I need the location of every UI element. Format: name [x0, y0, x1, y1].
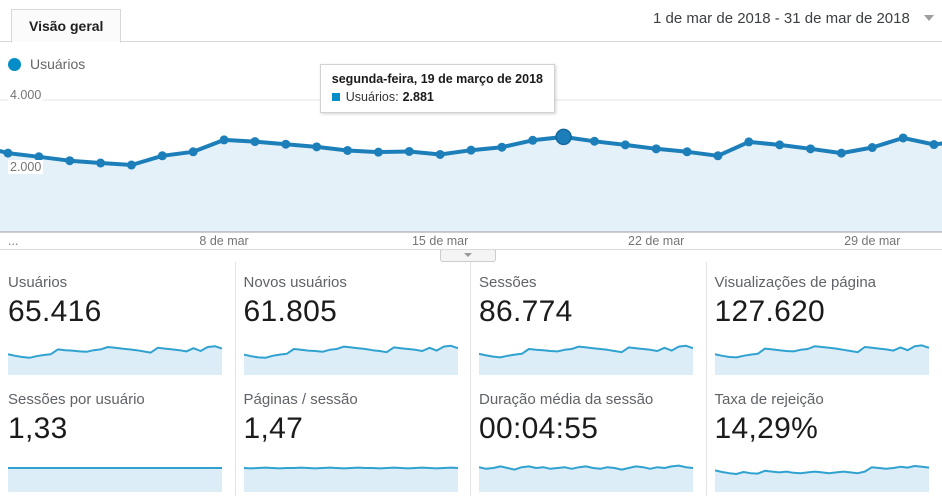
date-range-selector[interactable]: 1 de mar de 2018 - 31 de mar de 2018 — [653, 10, 934, 27]
metric-card-sessoes-por-usuario[interactable]: Sessões por usuário 1,33 — [0, 379, 236, 496]
x-axis-label: 22 de mar — [628, 234, 685, 248]
metric-title: Sessões por usuário — [8, 391, 145, 408]
metric-value: 61.805 — [243, 295, 338, 328]
metric-sparkline — [8, 467, 222, 492]
chevron-down-icon — [464, 253, 472, 257]
metric-sparkline — [479, 344, 693, 375]
tooltip-value: 2.881 — [402, 90, 434, 104]
metric-card-usuarios[interactable]: Usuários 65.416 — [0, 262, 236, 379]
divider — [0, 249, 942, 250]
users-line-chart[interactable] — [0, 76, 942, 249]
metric-title: Sessões — [479, 274, 537, 291]
metric-title: Usuários — [8, 274, 68, 291]
metric-sparkline — [479, 464, 693, 492]
series-dot-icon — [8, 57, 21, 71]
chevron-down-icon — [924, 15, 934, 21]
metric-card-novos-usuarios[interactable]: Novos usuários 61.805 — [236, 262, 471, 379]
x-axis-label: 29 de mar — [844, 234, 901, 248]
x-axis-label: 8 de mar — [199, 234, 249, 248]
metric-value: 1,33 — [8, 412, 68, 445]
y-axis-label-4000: 4.000 — [8, 88, 44, 102]
metric-card-paginas-sessao[interactable]: Páginas / sessão 1,47 — [236, 379, 471, 496]
metric-card-taxa-de-rejeicao[interactable]: Taxa de rejeição 14,29% — [707, 379, 942, 496]
metric-value: 86.774 — [479, 295, 573, 328]
metric-cards-grid: Usuários 65.416 Novos usuários 61.805 Se… — [0, 262, 942, 496]
metric-value: 14,29% — [714, 412, 819, 445]
x-axis-label: 15 de mar — [411, 234, 469, 248]
metric-value: 1,47 — [243, 412, 304, 445]
series-square-icon — [331, 93, 340, 101]
chart-tooltip: segunda-feira, 19 de março de 2018 Usuár… — [319, 64, 555, 113]
metric-title: Visualizações de página — [714, 274, 877, 291]
users-chart-section: Usuários 4.000 2.000 segunda-feira, 19 d… — [0, 42, 942, 262]
metric-value: 00:04:55 — [479, 412, 599, 445]
metric-sparkline — [243, 344, 458, 375]
x-axis-label: ... — [8, 234, 19, 248]
collapse-chart-button[interactable] — [440, 250, 496, 262]
metric-sparkline — [714, 465, 929, 492]
metric-title: Páginas / sessão — [243, 391, 358, 408]
metric-title: Taxa de rejeição — [714, 391, 824, 408]
chart-legend: Usuários — [8, 56, 85, 72]
tab-visao-geral[interactable]: Visão geral — [11, 9, 122, 43]
metric-value: 127.620 — [714, 295, 826, 328]
metric-card-visualizacoes-de-pagina[interactable]: Visualizações de página 127.620 — [707, 262, 942, 379]
metric-sparkline — [243, 466, 458, 492]
tooltip-date: segunda-feira, 19 de março de 2018 — [331, 72, 543, 86]
metric-sparkline — [8, 345, 222, 375]
metric-sparkline — [714, 344, 929, 375]
x-axis-labels: ... 8 de mar 15 de mar 22 de mar 29 de mar — [0, 234, 942, 249]
metric-title: Novos usuários — [243, 274, 347, 291]
tooltip-metric-label: Usuários: — [345, 90, 399, 104]
date-range-label: 1 de mar de 2018 - 31 de mar de 2018 — [652, 10, 910, 27]
metric-card-duracao-media-da-sessao[interactable]: Duração média da sessão 00:04:55 — [471, 379, 707, 496]
legend-label: Usuários — [30, 56, 86, 72]
metric-card-sessoes[interactable]: Sessões 86.774 — [471, 262, 707, 379]
metric-title: Duração média da sessão — [479, 391, 654, 408]
y-axis-label-2000: 2.000 — [8, 160, 44, 174]
metric-value: 65.416 — [8, 295, 102, 328]
tab-bar: Visão geral 1 de mar de 2018 - 31 de mar… — [0, 0, 942, 43]
